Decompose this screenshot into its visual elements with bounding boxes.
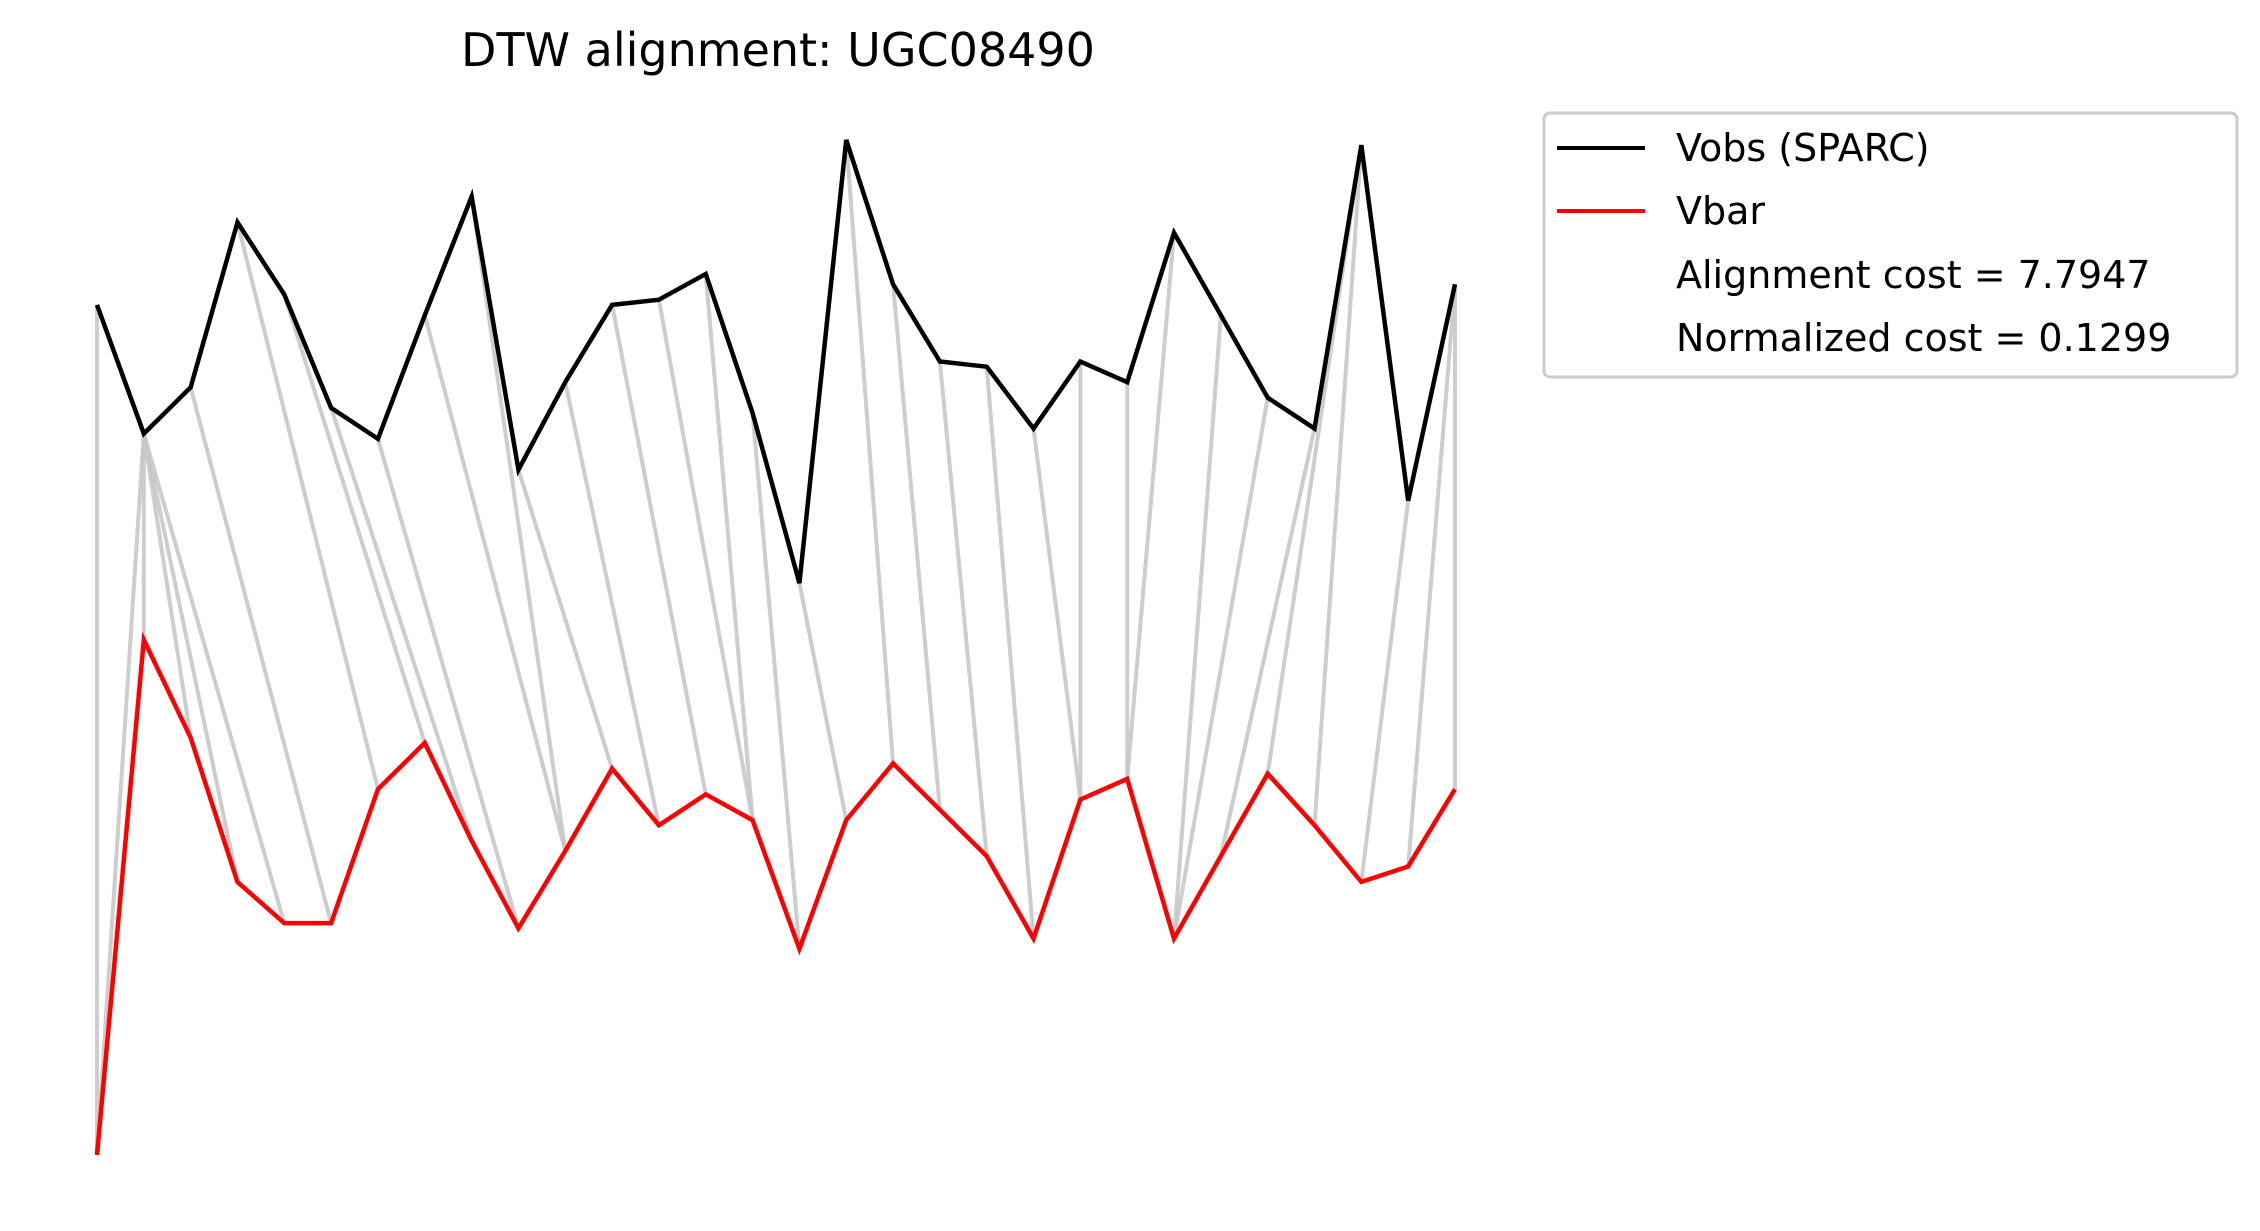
- alignment-connector: [1172, 315, 1223, 939]
- alignment-connector: [937, 361, 989, 857]
- alignment-connector: [797, 582, 849, 821]
- legend-normalized-cost: Normalized cost = 0.1299: [1676, 316, 2171, 360]
- alignment-connector: [844, 139, 896, 764]
- legend-alignment-cost: Alignment cost = 7.7947: [1676, 253, 2151, 297]
- alignment-connector: [1312, 145, 1364, 826]
- alignment-connector: [141, 433, 287, 924]
- alignment-connector: [1031, 428, 1083, 800]
- alignment-connector: [516, 469, 615, 770]
- chart-title: DTW alignment: UGC08490: [461, 23, 1095, 77]
- legend-label-vbar: Vbar: [1676, 189, 1765, 233]
- alignment-connector: [1172, 397, 1270, 939]
- series-lines: [94, 139, 1458, 1156]
- alignment-connector: [750, 412, 802, 950]
- alignment-connector: [656, 299, 755, 821]
- alignment-connector: [563, 381, 661, 826]
- alignment-connector: [141, 433, 193, 738]
- alignment-connector: [1218, 428, 1317, 857]
- alignment-connector: [703, 273, 755, 821]
- alignment-connector: [141, 433, 240, 883]
- vobs-line: [94, 139, 1458, 584]
- alignment-connector: [376, 438, 521, 929]
- alignment-connectors: [95, 139, 1457, 1156]
- alignment-connector: [984, 366, 1036, 939]
- legend-label-vobs: Vobs (SPARC): [1676, 126, 1930, 170]
- alignment-connector: [422, 314, 568, 852]
- alignment-connector: [329, 407, 474, 842]
- alignment-connector: [188, 386, 334, 924]
- alignment-connector: [1359, 500, 1411, 883]
- alignment-connector: [1406, 284, 1457, 867]
- alignment-connector: [235, 221, 380, 790]
- legend-frame: [1542, 111, 2239, 379]
- alignment-connector: [1125, 232, 1177, 780]
- alignment-connector: [282, 293, 427, 744]
- legend: Vobs (SPARC) Vbar Alignment cost = 7.794…: [1542, 111, 2239, 379]
- alignment-connector: [610, 304, 708, 795]
- alignment-connector: [469, 196, 568, 852]
- vbar-line: [94, 631, 1457, 1156]
- alignment-connector: [95, 433, 146, 1156]
- alignment-connector: [891, 284, 942, 810]
